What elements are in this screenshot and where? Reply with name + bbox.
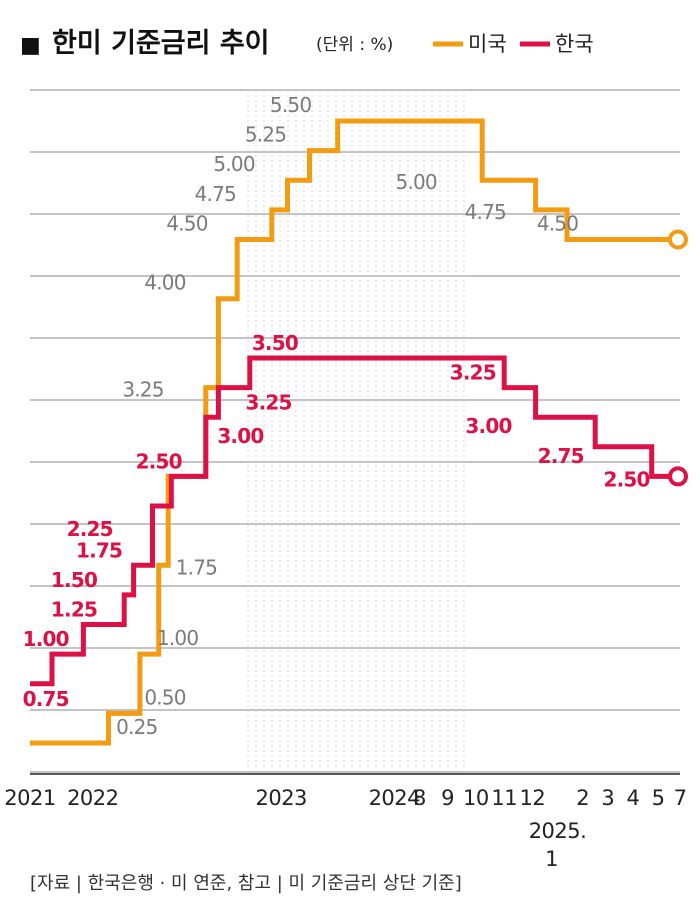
data-label-us: 5.00 (396, 170, 437, 194)
data-label-kr: 1.50 (51, 568, 97, 592)
series-lines (30, 118, 688, 746)
data-label-us: 4.50 (537, 212, 578, 236)
x-tick-label: 9 (441, 786, 454, 810)
data-label-kr: 2.50 (604, 467, 650, 491)
x-tick-label: 2023 (255, 786, 306, 810)
data-label-kr: 1.00 (23, 627, 69, 651)
data-label-us: 4.75 (465, 200, 506, 224)
x-tick-label: 10 (463, 786, 489, 810)
x-tick-label-year: 2025. (529, 819, 587, 843)
data-label-kr: 0.75 (23, 687, 69, 711)
data-label-us: 0.50 (144, 685, 185, 709)
data-label-kr: 3.25 (246, 391, 292, 415)
source-note: [자료 | 한국은행 · 미 연준, 참고 | 미 기준금리 상단 기준] (30, 873, 462, 894)
series-line-us (30, 118, 680, 746)
data-label-us: 5.25 (245, 123, 286, 147)
x-tick-label: 3 (601, 786, 614, 810)
data-label-us: 0.25 (116, 715, 157, 739)
data-label-kr: 2.50 (136, 449, 182, 473)
x-tick-label-month: 1 (545, 847, 558, 871)
data-label-kr: 3.00 (465, 414, 511, 438)
gridlines (30, 89, 680, 775)
series-line-kr (30, 355, 680, 687)
x-tick-label: 2022 (67, 786, 118, 810)
x-tick-label: 4 (626, 786, 639, 810)
data-label-kr: 3.50 (252, 331, 298, 355)
legend: 미국 한국 (433, 32, 594, 56)
x-tick-label: 11 (491, 786, 517, 810)
data-label-us: 5.00 (213, 152, 254, 176)
data-label-us: 5.50 (270, 93, 311, 117)
unit-label: (단위 : %) (316, 35, 393, 55)
data-label-kr: 1.75 (76, 538, 122, 562)
data-label-us: 4.50 (166, 212, 207, 236)
data-label-us: 4.00 (144, 271, 185, 295)
data-label-us: 1.75 (176, 555, 217, 579)
legend-label-kr: 한국 (555, 32, 594, 56)
series-end-marker-kr (668, 466, 688, 487)
chart-title: 한미 기준금리 추이 (52, 28, 270, 59)
data-label-us: 1.00 (157, 626, 198, 650)
series-end-marker-us (668, 229, 688, 250)
data-label-kr: 2.25 (67, 517, 113, 541)
title-marker: ■ (20, 33, 41, 58)
legend-label-us: 미국 (468, 32, 507, 56)
data-label-us: 3.25 (122, 378, 163, 402)
x-tick-label: 2 (576, 786, 589, 810)
data-label-us: 4.75 (195, 182, 236, 206)
x-tick-label: 2021 (4, 786, 55, 810)
x-tick-label: 8 (413, 786, 426, 810)
data-label-kr: 3.00 (217, 424, 263, 448)
x-tick-label: 5 (652, 786, 665, 810)
data-label-kr: 3.25 (450, 361, 496, 385)
x-tick-label: 12 (520, 786, 546, 810)
month-gridlines (247, 90, 465, 774)
x-tick-label: 2024 (369, 786, 421, 810)
data-label-kr: 1.25 (51, 598, 97, 622)
data-label-kr: 2.75 (538, 444, 584, 468)
x-tick-label: 7 (674, 786, 687, 810)
series-labels: 0.25 0.50 1.00 1.75 3.25 4.00 4.50 4.75 5.00 5.25… (23, 93, 651, 739)
